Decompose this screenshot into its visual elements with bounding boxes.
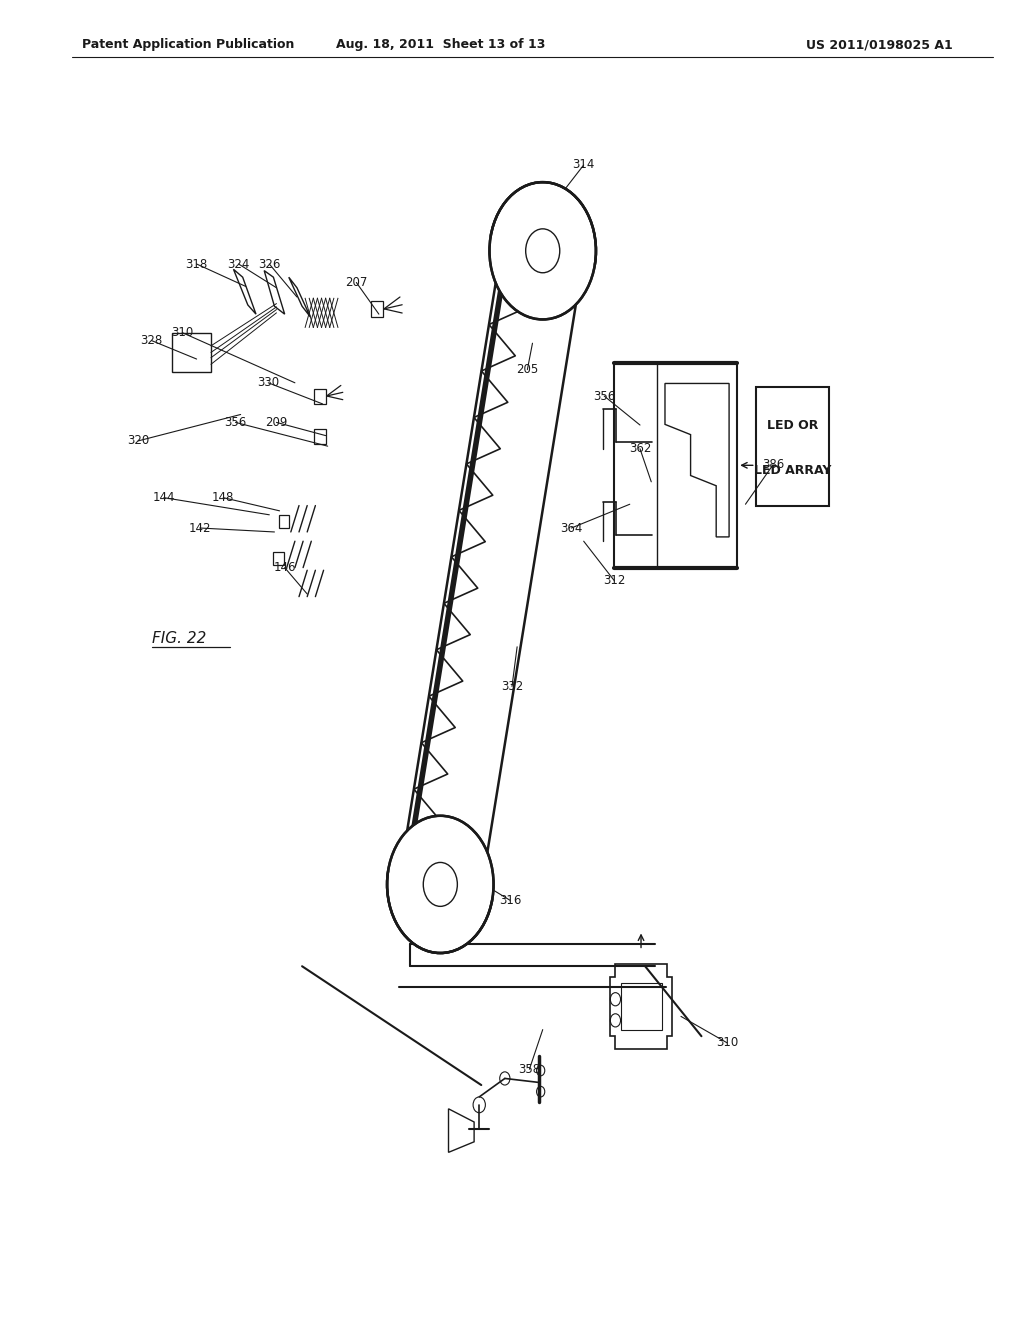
Text: 312: 312: [603, 574, 626, 587]
Text: 358: 358: [518, 1063, 541, 1076]
Text: FIG. 22: FIG. 22: [152, 631, 206, 647]
Text: 364: 364: [560, 521, 583, 535]
Text: Patent Application Publication: Patent Application Publication: [82, 38, 294, 51]
Text: 330: 330: [257, 376, 280, 389]
Text: LED OR: LED OR: [767, 418, 818, 432]
Text: 146: 146: [273, 561, 296, 574]
Text: 324: 324: [227, 257, 250, 271]
Text: 144: 144: [153, 491, 175, 504]
Text: 310: 310: [716, 1036, 738, 1049]
Text: 209: 209: [265, 416, 288, 429]
Text: 318: 318: [185, 257, 208, 271]
Text: Aug. 18, 2011  Sheet 13 of 13: Aug. 18, 2011 Sheet 13 of 13: [336, 38, 545, 51]
Text: 320: 320: [127, 434, 150, 447]
Text: 362: 362: [629, 442, 651, 455]
Text: 316: 316: [499, 894, 521, 907]
Text: 386: 386: [762, 458, 784, 471]
Circle shape: [387, 816, 494, 953]
Text: 205: 205: [516, 363, 539, 376]
Text: 142: 142: [188, 521, 211, 535]
Circle shape: [489, 182, 596, 319]
Text: LED ARRAY: LED ARRAY: [754, 465, 831, 477]
Text: 328: 328: [140, 334, 163, 347]
Text: 207: 207: [345, 276, 368, 289]
Text: 356: 356: [224, 416, 247, 429]
Text: US 2011/0198025 A1: US 2011/0198025 A1: [806, 38, 952, 51]
Text: 356: 356: [593, 389, 615, 403]
Text: 326: 326: [258, 257, 281, 271]
Text: 148: 148: [212, 491, 234, 504]
Text: 332: 332: [501, 680, 523, 693]
Text: 310: 310: [171, 326, 194, 339]
Text: 314: 314: [572, 158, 595, 172]
